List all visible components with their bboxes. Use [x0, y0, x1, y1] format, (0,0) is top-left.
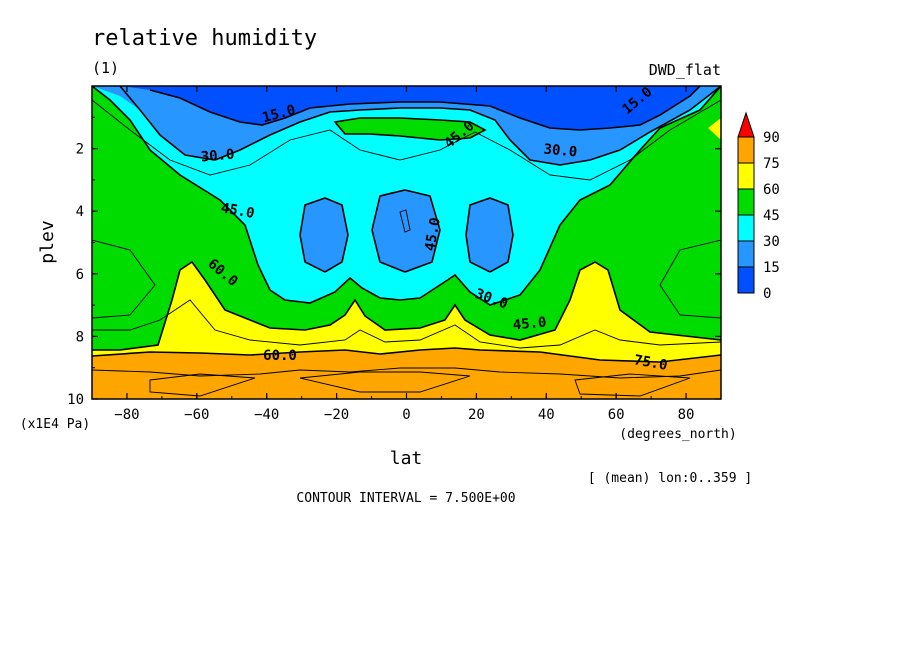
x-tick-label: 80	[678, 407, 695, 423]
band-0-15	[120, 86, 700, 130]
x-tick-label: 20	[468, 407, 485, 423]
band-15-30-right-blob	[466, 198, 513, 272]
band-15-30-left-blob	[300, 198, 348, 272]
contour-30-right-blob	[465, 197, 514, 273]
chart-title: relative humidity	[92, 26, 317, 51]
dataset-label: DWD_flat	[649, 61, 721, 79]
contour-label: 45.0	[512, 315, 547, 334]
x-tick-label: 60	[608, 407, 625, 423]
contour-75	[92, 347, 721, 363]
plot-area: 15.0 15.030.0 30.045.045.045.030.060.045.0…	[92, 86, 721, 399]
colorbar-label: 60	[763, 182, 780, 198]
y-tick-label: 6	[76, 267, 84, 283]
x-tick-label: 40	[538, 407, 555, 423]
x-axis: −80 −60 −40 −20 0 20 40 60 80	[91, 86, 722, 423]
x-tick-label: 0	[402, 407, 410, 423]
x-tick-label: −20	[324, 407, 349, 423]
contour-thin-left-oval	[92, 239, 156, 319]
contour-thin-mid	[92, 299, 721, 349]
y-axis: 2 4 6 8 10	[67, 116, 721, 408]
colorbar-label: 45	[763, 208, 780, 224]
band-15-30-center-blob	[372, 190, 440, 272]
x-tick-label: −80	[114, 407, 139, 423]
contour-label: 60.0	[263, 348, 297, 364]
contour-30-left-blob	[299, 197, 349, 273]
contour-30-center-blob	[371, 189, 441, 273]
colorbar-label: 0	[763, 286, 771, 302]
contour-thin-center-spike	[399, 209, 411, 233]
contour-interval: CONTOUR INTERVAL = 7.500E+00	[296, 491, 515, 506]
colorbar-segment	[737, 214, 755, 242]
colorbar-segment	[737, 266, 755, 294]
colorbar-segment	[737, 188, 755, 216]
chart-subtitle: (1)	[92, 59, 119, 77]
x-tick-label: −40	[254, 407, 279, 423]
contour-label: 45.0	[422, 216, 444, 252]
contour-thin-upper	[92, 99, 721, 181]
colorbar-segment	[737, 162, 755, 190]
colorbar: 0 15 30 45 60 75 90	[737, 111, 780, 302]
contour-45	[92, 86, 721, 306]
colorbar-segment	[737, 240, 755, 268]
colorbar-label: 75	[763, 156, 780, 172]
contour-thin-bottom-oval-center	[299, 371, 471, 393]
contour-label: 75.0	[633, 352, 669, 374]
x-axis-units: (degrees_north)	[619, 427, 736, 442]
averaging-note: [ (mean) lon:0..359 ]	[588, 471, 752, 486]
x-tick-label: −60	[184, 407, 209, 423]
contour-30	[119, 86, 721, 166]
y-tick-label: 2	[76, 142, 84, 158]
y-tick-label: 10	[67, 392, 84, 408]
contour-label: 45.0	[220, 200, 256, 222]
colorbar-label: 30	[763, 234, 780, 250]
colorbar-label: 15	[763, 260, 780, 276]
band-60-75-top-right	[708, 118, 721, 140]
colorbar-segment	[737, 136, 755, 164]
contour-60	[92, 260, 721, 351]
y-tick-label: 4	[76, 204, 84, 220]
contour-thin-lower	[92, 367, 721, 379]
contour-15	[149, 86, 701, 131]
contour-thin-right-oval	[659, 239, 721, 319]
colorbar-label: 90	[763, 130, 780, 146]
contour-thin-bottom-oval-left	[149, 373, 256, 397]
band-45-60-top	[335, 118, 485, 140]
contour-label: 30.0	[543, 142, 578, 161]
y-axis-label: plev	[37, 220, 58, 263]
contour-thin-bottom-oval-right	[574, 373, 691, 397]
colorbar-arrow	[737, 111, 755, 138]
y-axis-units: (x1E4 Pa)	[20, 417, 90, 432]
x-axis-label: lat	[390, 448, 423, 469]
contour-45-top-blob	[333, 117, 487, 141]
contour-label: 30.0	[200, 147, 235, 166]
y-tick-label: 8	[76, 329, 84, 345]
